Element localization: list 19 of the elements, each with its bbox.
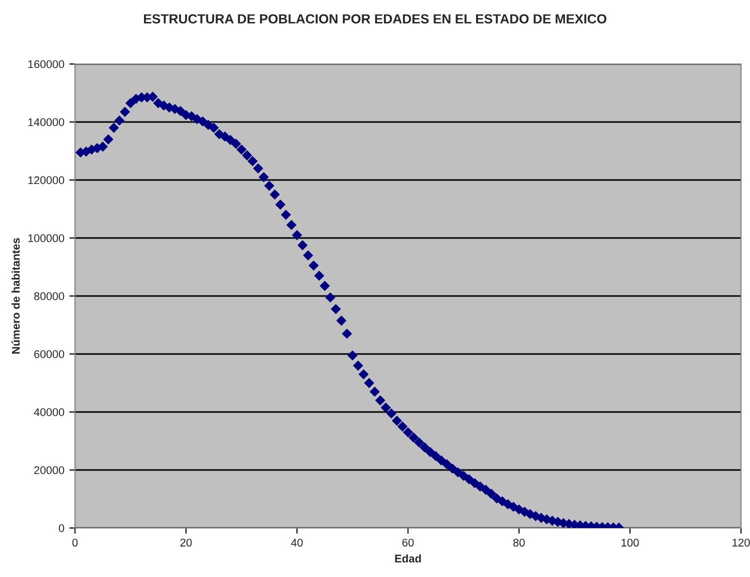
x-tick-label: 40 — [291, 538, 303, 547]
x-tick-label: 100 — [622, 538, 639, 547]
y-tick-label: 140000 — [28, 118, 64, 126]
x-tick-label: 60 — [402, 538, 414, 547]
y-tick-label: 120000 — [28, 176, 64, 184]
x-tick-label: 20 — [180, 538, 192, 547]
y-tick-label: 0 — [58, 524, 64, 532]
x-tick-label: 0 — [72, 538, 78, 547]
y-axis-title: Número de habitantes — [12, 238, 20, 354]
y-tick-label: 160000 — [28, 60, 64, 68]
y-tick-label: 20000 — [34, 466, 64, 474]
y-tick-label: 100000 — [28, 234, 64, 242]
y-tick-label: 60000 — [34, 350, 64, 358]
chart-title: ESTRUCTURA DE POBLACION POR EDADES EN EL ESTADO DE MEXICO — [144, 14, 606, 24]
x-tick-label: 80 — [513, 538, 525, 547]
x-axis-title: Edad — [395, 554, 421, 562]
y-tick-label: 40000 — [34, 408, 64, 416]
x-tick-label: 120 — [732, 538, 750, 547]
y-tick-label: 80000 — [34, 292, 64, 300]
